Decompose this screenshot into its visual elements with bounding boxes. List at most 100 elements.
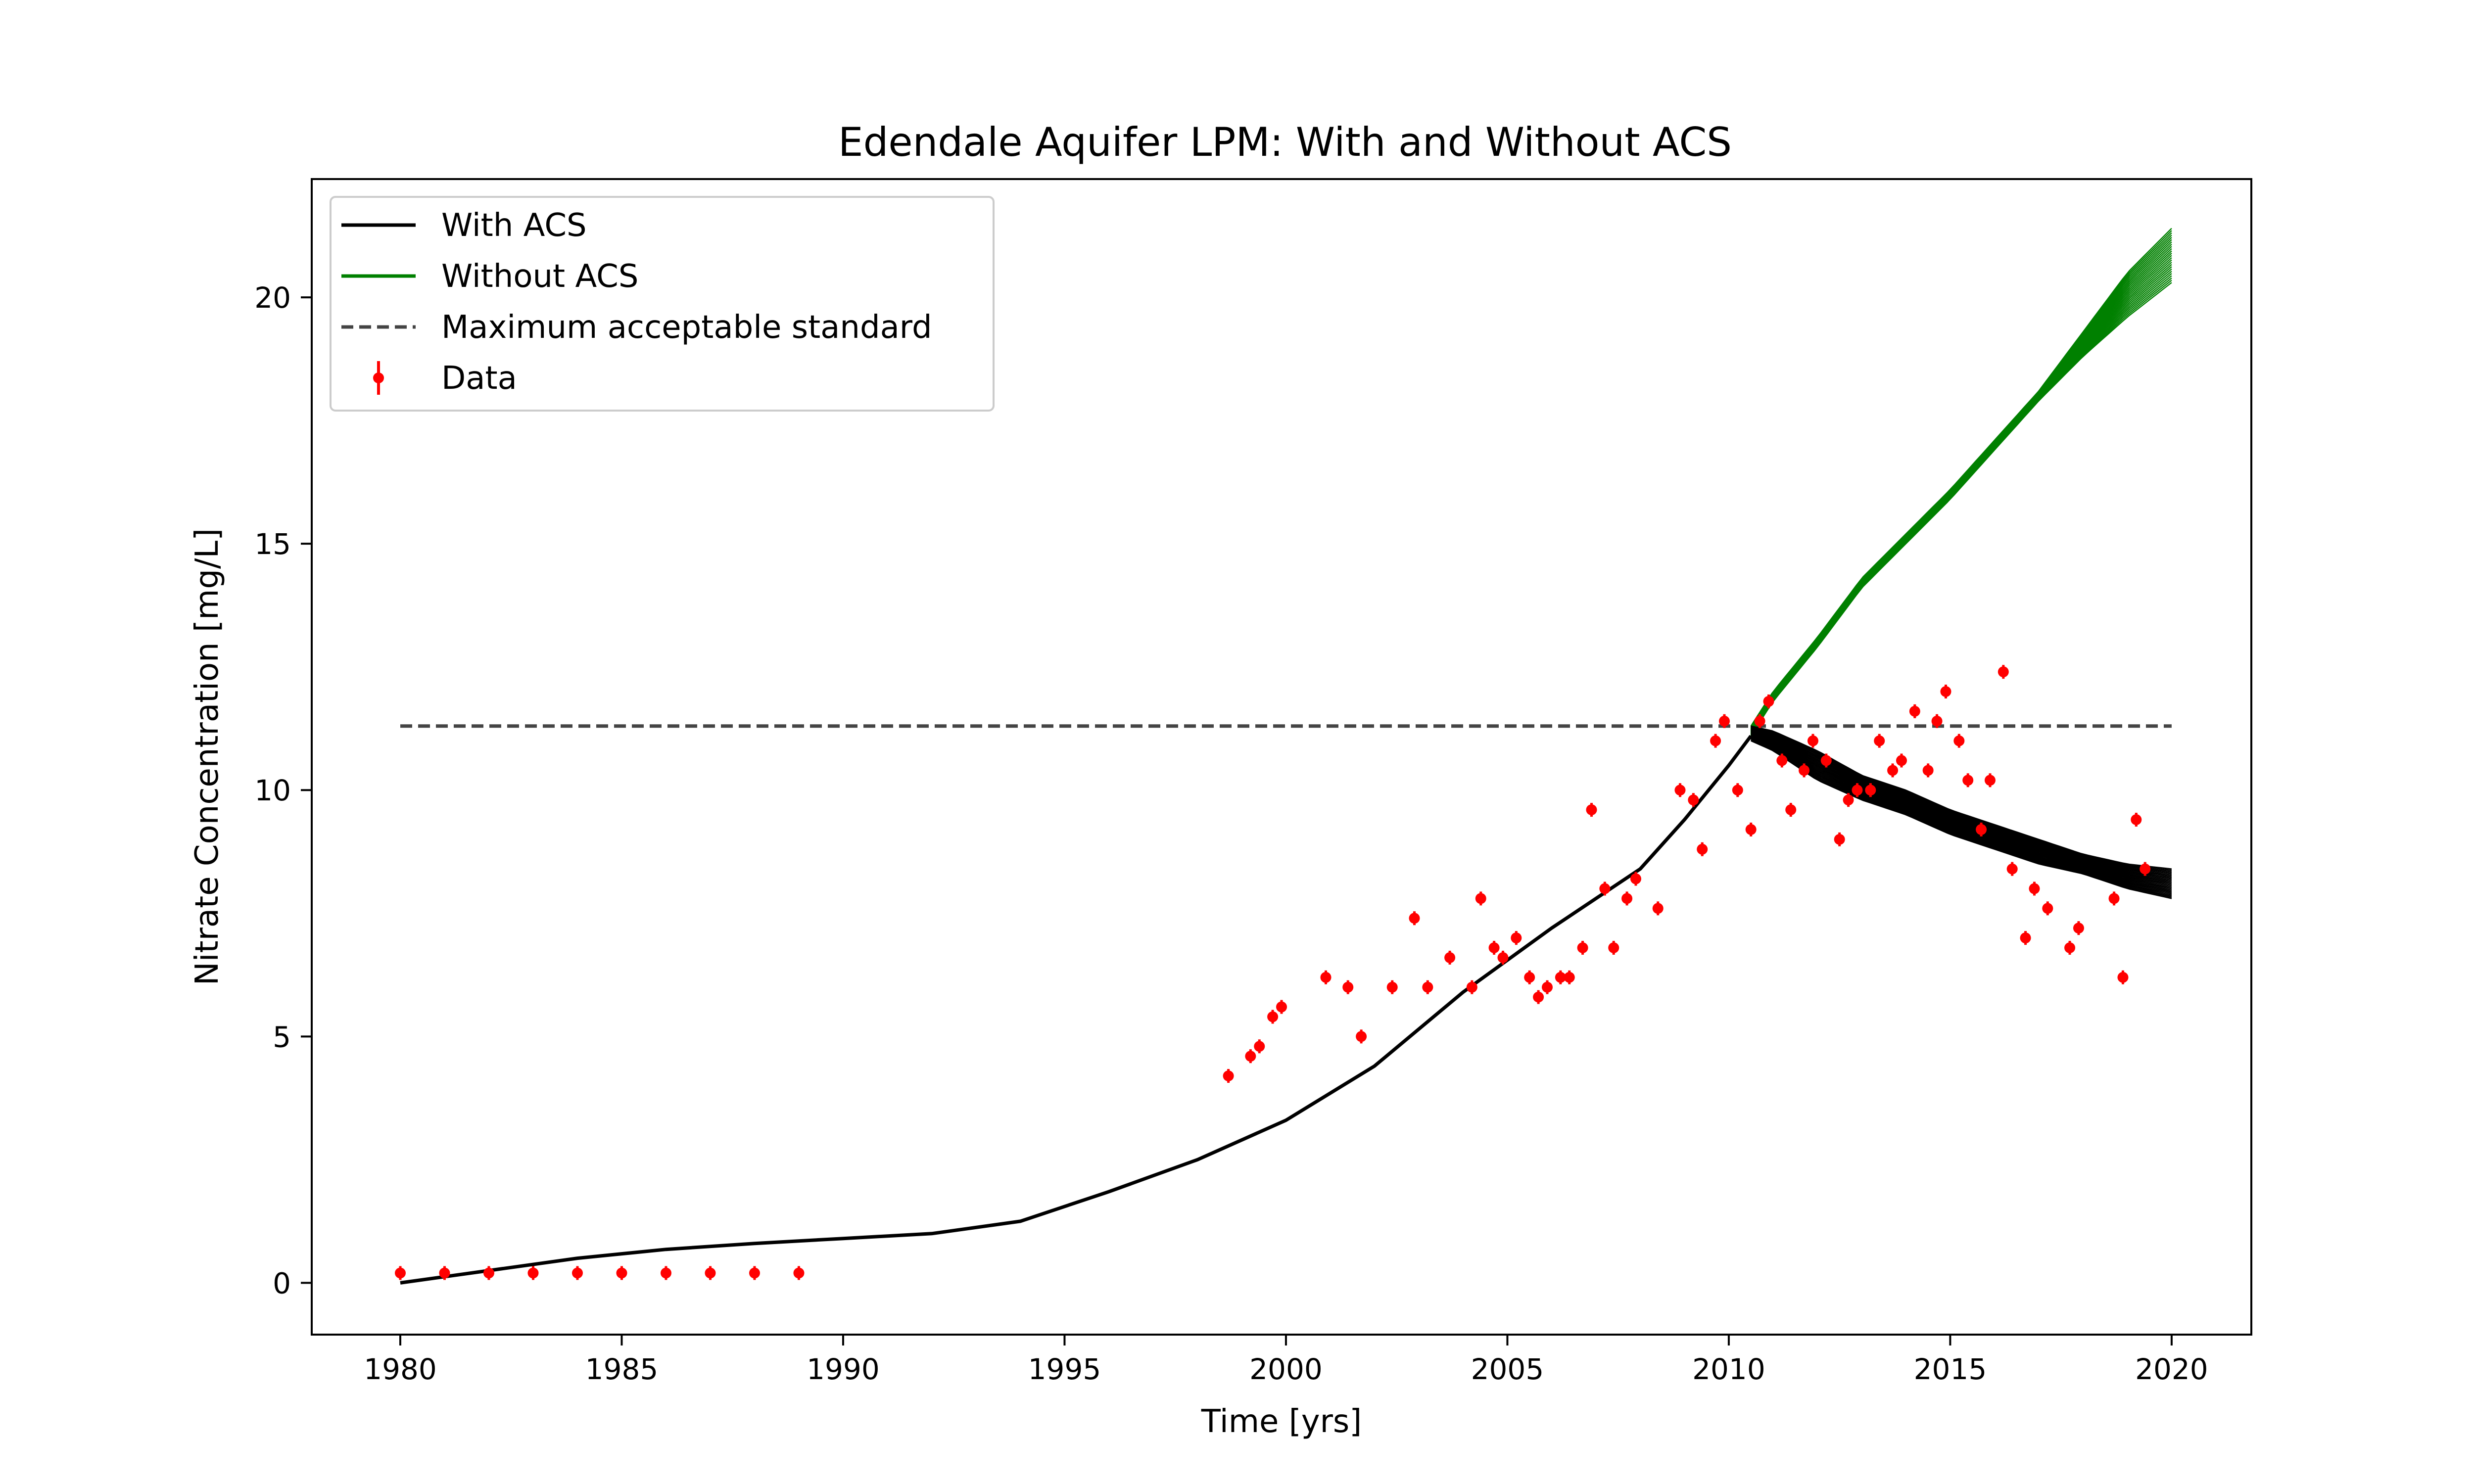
data-point xyxy=(1852,783,1863,797)
data-point xyxy=(793,1266,805,1280)
data-point xyxy=(1688,793,1699,807)
data-point xyxy=(1843,793,1854,807)
x-tick-label: 1990 xyxy=(807,1352,880,1386)
data-point xyxy=(1674,783,1686,797)
x-tick-label: 1985 xyxy=(585,1352,659,1386)
data-point xyxy=(1785,803,1797,817)
data-point xyxy=(2029,881,2040,896)
data-point xyxy=(1276,1000,1287,1014)
plot-frame xyxy=(311,178,2252,1336)
with-acs-ensemble-line xyxy=(1751,727,2172,874)
data-point xyxy=(1488,941,1500,955)
x-tick-label: 2000 xyxy=(1249,1352,1323,1386)
with-acs-ensemble-line xyxy=(1751,733,2172,884)
data-point xyxy=(1998,665,2009,679)
data-point xyxy=(1409,911,1420,926)
data-point xyxy=(2131,813,2142,827)
with-acs-ensemble-line xyxy=(1751,738,2172,894)
y-tick-label: 0 xyxy=(273,1266,291,1300)
with-acs-ensemble-line xyxy=(1751,735,2172,889)
data-point xyxy=(1497,950,1509,965)
with-acs-ensemble-line xyxy=(1751,728,2172,875)
data-point xyxy=(1386,980,1398,994)
legend-label-max-standard: Maximum acceptable standard xyxy=(441,309,932,346)
data-point xyxy=(1732,783,1743,797)
legend-label-data: Data xyxy=(441,360,517,397)
with-acs-ensemble-line xyxy=(1751,725,2172,870)
x-tick-label: 2005 xyxy=(1471,1352,1544,1386)
data-point xyxy=(1466,980,1477,994)
with-acs-ensemble-line xyxy=(1751,737,2172,892)
data-point xyxy=(1865,783,1876,797)
data-point xyxy=(1586,803,1597,817)
data-point xyxy=(1984,773,1996,788)
with-acs-line xyxy=(400,735,1753,1285)
data-point xyxy=(1874,734,1885,748)
data-point xyxy=(1422,980,1433,994)
data-point xyxy=(527,1266,539,1280)
data-point xyxy=(1267,1010,1279,1024)
data-point xyxy=(1820,753,1832,768)
with-acs-ensemble-line xyxy=(1751,730,2172,880)
data-point xyxy=(1976,822,1987,836)
data-point xyxy=(1776,753,1788,768)
x-tick-label: 2015 xyxy=(1914,1352,1987,1386)
with-acs-ensemble-line xyxy=(1751,740,2172,899)
data-point xyxy=(1555,970,1566,984)
without-acs-ensemble-line xyxy=(1750,228,2172,727)
data-point xyxy=(1342,980,1354,994)
data-point xyxy=(1356,1029,1367,1044)
y-tick-label: 5 xyxy=(273,1020,291,1054)
data-point xyxy=(1652,901,1664,916)
data-point xyxy=(1599,881,1611,896)
legend-box xyxy=(330,196,995,412)
data-point xyxy=(2117,970,2129,984)
plot-area xyxy=(394,228,2172,1285)
data-point xyxy=(1608,941,1619,955)
data-point xyxy=(1630,872,1641,886)
data-point xyxy=(571,1266,583,1280)
data-point xyxy=(1718,714,1730,728)
data-point xyxy=(2108,891,2120,906)
data-point xyxy=(1896,753,1907,768)
with-acs-ensemble-line xyxy=(1751,734,2172,887)
data-point xyxy=(394,1266,406,1280)
with-acs-ensemble-line xyxy=(1751,727,2172,872)
data-point xyxy=(660,1266,671,1280)
data-point xyxy=(2073,921,2084,935)
data-point xyxy=(1511,931,1522,945)
data-point xyxy=(1754,714,1765,728)
with-acs-ensemble-line xyxy=(1751,736,2172,891)
x-axis: 1980 1985 1990 1995 2000 2005 2010 2015 2020 xyxy=(364,1335,2208,1386)
x-tick-label: 1980 xyxy=(364,1352,437,1386)
data-point xyxy=(1524,970,1535,984)
data-point xyxy=(2140,862,2151,876)
with-acs-ensemble-line xyxy=(1751,737,2172,893)
x-tick-label: 1995 xyxy=(1028,1352,1101,1386)
with-acs-ensemble-line xyxy=(1751,738,2172,896)
data-point xyxy=(1807,734,1818,748)
data-point xyxy=(1931,714,1943,728)
data-point xyxy=(2064,941,2076,955)
data-point xyxy=(1320,970,1332,984)
chart-title: Edendale Aquifer LPM: With and Without A… xyxy=(838,119,1732,165)
data-point xyxy=(1245,1049,1256,1064)
data-point xyxy=(1962,773,1974,788)
with-acs-ensemble-line xyxy=(1751,732,2172,883)
data-point xyxy=(1223,1069,1234,1083)
data-point xyxy=(439,1266,450,1280)
data-point xyxy=(1922,763,1934,778)
data-points xyxy=(394,665,2151,1280)
data-point xyxy=(705,1266,716,1280)
data-point xyxy=(1940,685,1951,699)
data-point xyxy=(1887,763,1899,778)
data-point xyxy=(1745,822,1757,836)
y-tick-label: 15 xyxy=(254,527,291,561)
legend-swatch-data xyxy=(373,361,384,395)
y-tick-label: 10 xyxy=(254,774,291,807)
with-acs-ensemble xyxy=(1751,725,2172,899)
data-point xyxy=(1254,1039,1265,1054)
without-acs-ensemble xyxy=(1750,228,2172,737)
with-acs-ensemble-line xyxy=(1751,733,2172,886)
